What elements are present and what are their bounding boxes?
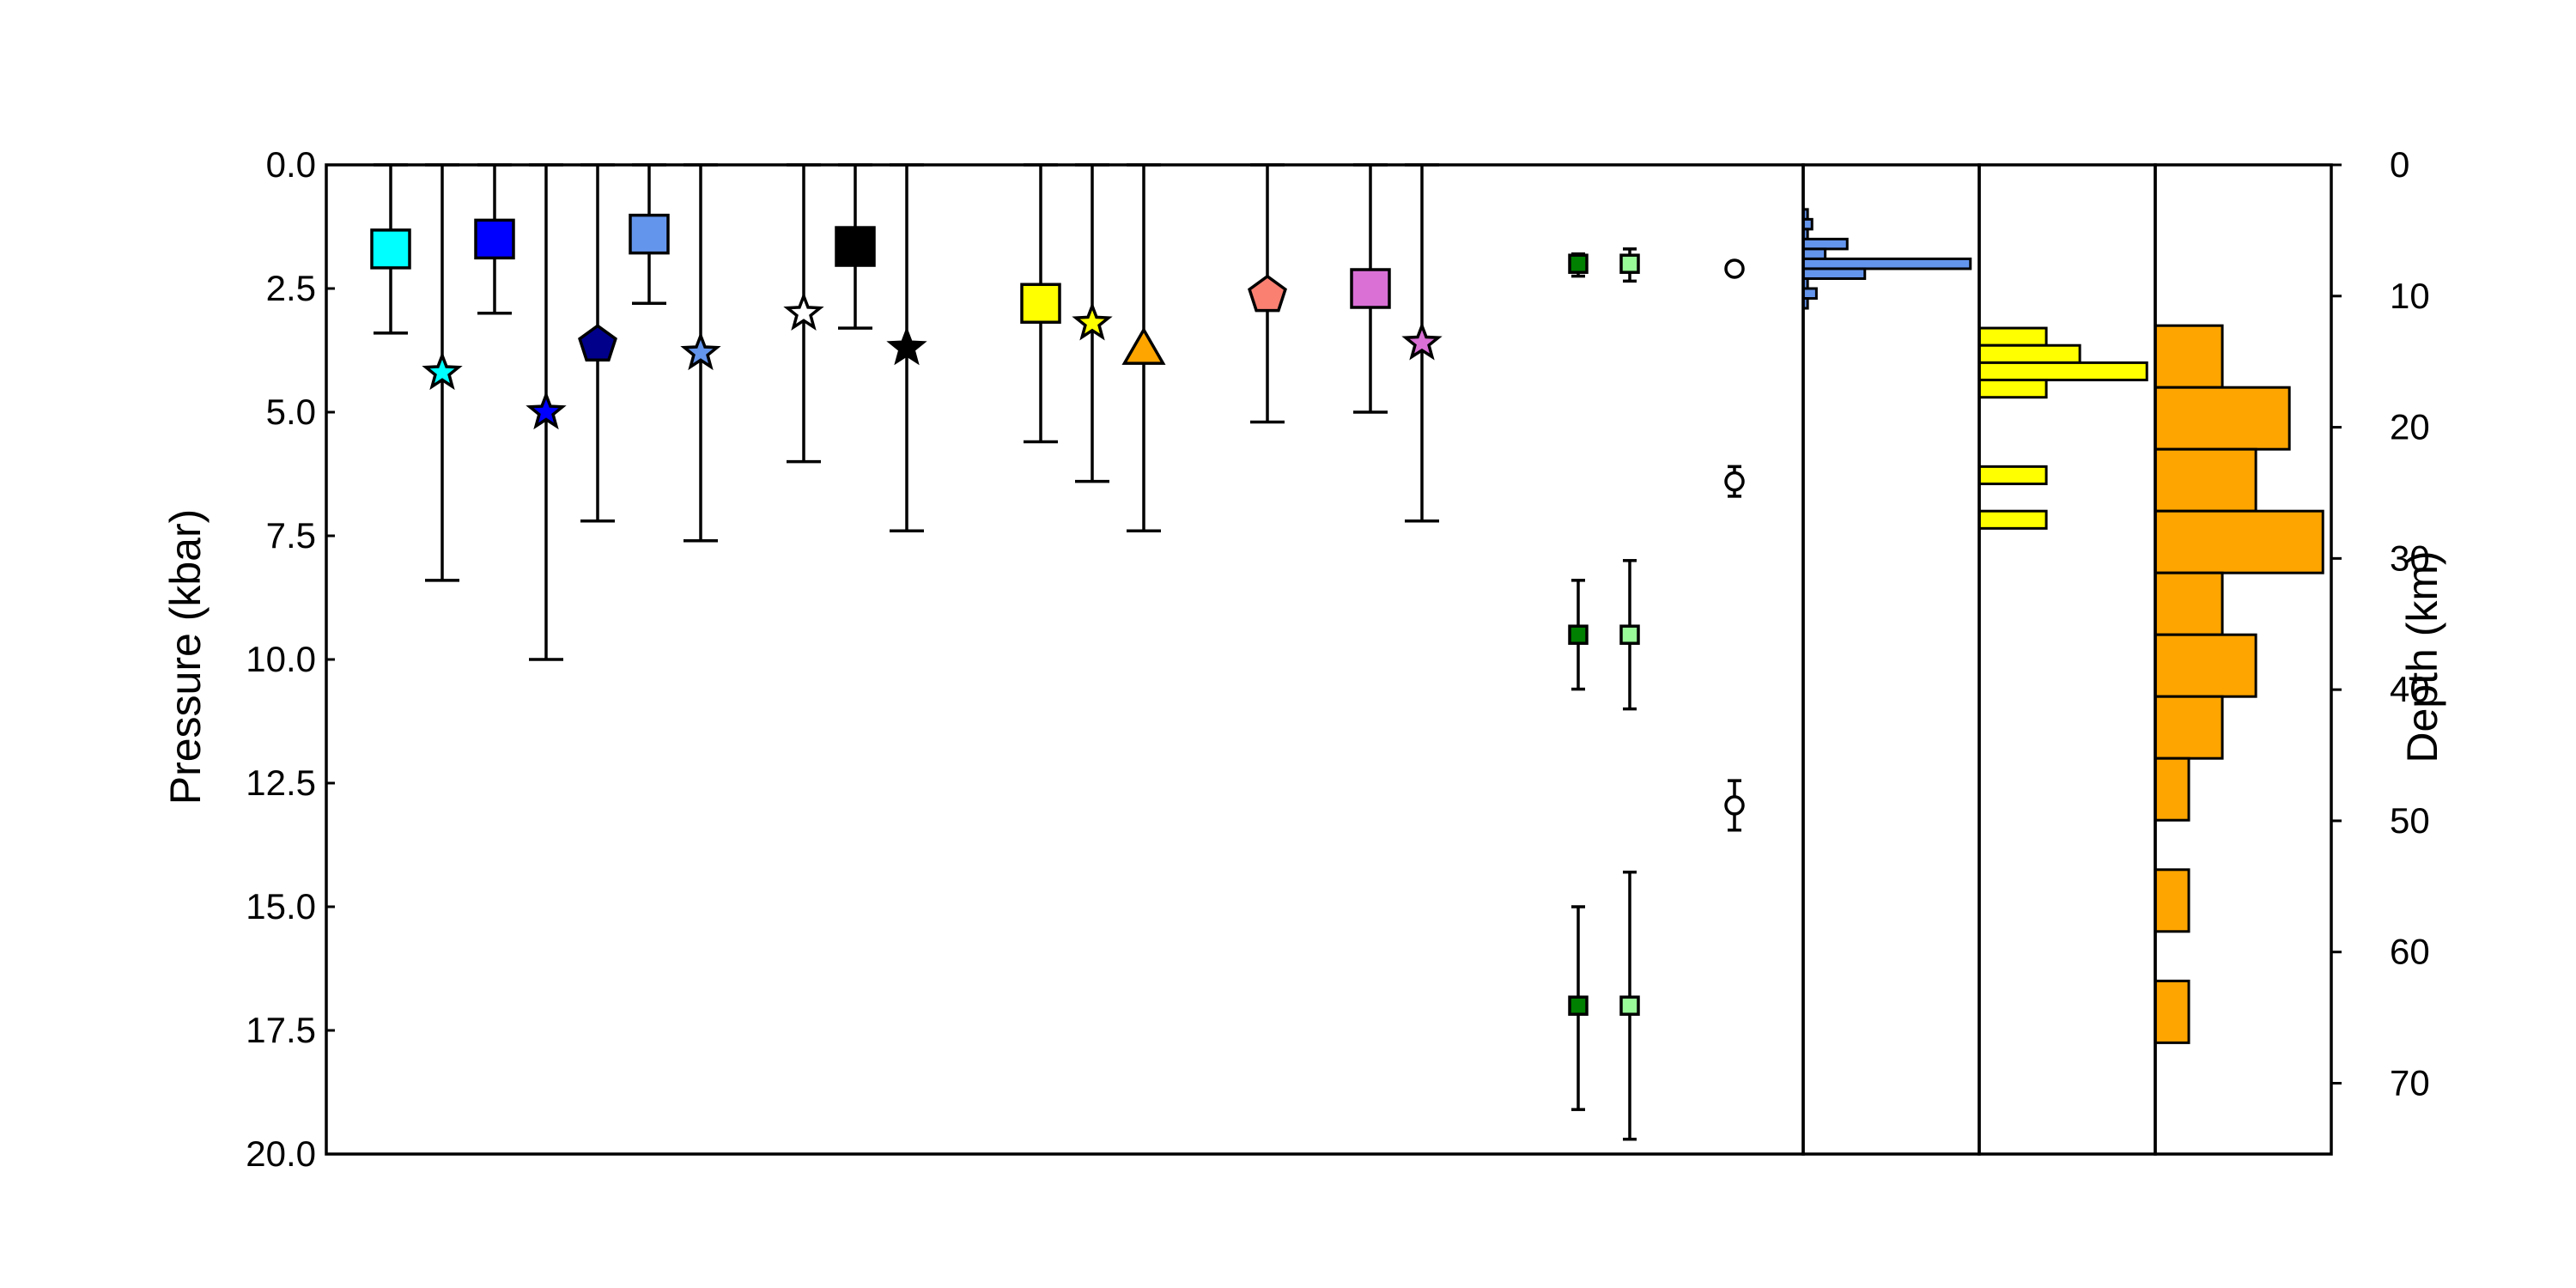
data-point-star [680, 331, 721, 371]
histogram-bar [2154, 447, 2257, 513]
histogram-panel-frame-1 [1801, 163, 1981, 1156]
histogram-bar [1978, 465, 2048, 486]
histogram-bar [1978, 326, 2048, 347]
histogram-3 [2154, 324, 2324, 1044]
histogram-bar [1801, 237, 1849, 251]
y-tick-label: 0.0 [266, 144, 316, 185]
data-point-square [1350, 268, 1391, 309]
data-point-square [370, 228, 411, 270]
data-point-square [835, 226, 876, 267]
axes-frame [325, 163, 2333, 1156]
data-point-star [1072, 301, 1113, 341]
data-point-square [1020, 283, 1061, 325]
histogram-bar [1801, 267, 1867, 280]
y-tick-label: 10.0 [246, 639, 316, 679]
y-tick-label: 15.0 [246, 886, 316, 927]
y-right-tick-label: 40 [2390, 669, 2430, 709]
data-point-circle [1724, 258, 1745, 279]
y-right-tick-label: 0 [2390, 144, 2409, 185]
y-tick-label: 7.5 [266, 515, 316, 556]
histogram-bar [1978, 509, 2048, 530]
data-point-pentagon [1248, 274, 1287, 313]
data-markers [370, 213, 1745, 1016]
data-point-circle [1724, 471, 1745, 492]
y-axis-right-label: Depth (km) [2398, 550, 2446, 762]
y-right-tick-label: 60 [2390, 932, 2430, 972]
histogram-bar [1801, 247, 1827, 260]
axis-ticks: 0.0 2.5 5.0 7.5 10.0 12.5 15.0 17.5 20.0 0 10 20 30 4… [246, 144, 2429, 1174]
data-point-triangle [1121, 326, 1166, 365]
y-tick-label: 2.5 [266, 268, 316, 308]
y-tick-label: 12.5 [246, 762, 316, 803]
data-point-star [422, 350, 463, 391]
y-right-tick-label: 20 [2390, 407, 2430, 447]
histogram-bar [2154, 756, 2190, 822]
data-point-small-square [1619, 624, 1640, 645]
histogram-1 [1801, 208, 1972, 310]
histogram-bar [2154, 324, 2224, 389]
data-point-small-square [1568, 253, 1589, 274]
histogram-bar [2154, 979, 2190, 1044]
data-point-star [783, 291, 824, 331]
data-point-small-square [1619, 995, 1640, 1016]
histogram-bar [2154, 633, 2257, 698]
data-point-small-square [1568, 995, 1589, 1016]
histogram-bar [1801, 257, 1972, 270]
histogram-panels [1801, 208, 2324, 1044]
data-point-circle [1724, 795, 1745, 816]
y-tick-label: 17.5 [246, 1010, 316, 1050]
histogram-panel-frame-2 [1978, 163, 2157, 1156]
y-axis-label: Pressure (kbar) [161, 509, 210, 805]
histogram-bar [2154, 571, 2224, 636]
data-point-star [886, 326, 927, 366]
histogram-bar [1978, 379, 2048, 399]
y-right-tick-label: 50 [2390, 800, 2430, 841]
data-point-square [474, 218, 515, 260]
histogram-bar [2154, 695, 2224, 760]
histogram-bar [1978, 361, 2148, 382]
y-right-tick-label: 30 [2390, 538, 2430, 578]
histogram-bar [2154, 509, 2324, 574]
histogram-bar [2154, 868, 2190, 933]
data-point-star [526, 391, 567, 430]
y-tick-label: 5.0 [266, 392, 316, 432]
histogram-bar [1978, 343, 2081, 364]
y-right-tick-label: 70 [2390, 1062, 2430, 1103]
data-point-small-square [1568, 624, 1589, 645]
histogram-bar [2154, 386, 2291, 451]
histogram-bar [1801, 287, 1818, 301]
histogram-panel-frame-3 [2154, 163, 2333, 1156]
histogram-2 [1978, 326, 2148, 530]
data-point-pentagon [578, 324, 617, 361]
data-point-square [629, 213, 670, 255]
y-tick-label: 20.0 [246, 1133, 316, 1174]
data-point-star [1401, 321, 1443, 361]
y-right-tick-label: 10 [2390, 276, 2430, 316]
data-point-small-square [1619, 253, 1640, 274]
